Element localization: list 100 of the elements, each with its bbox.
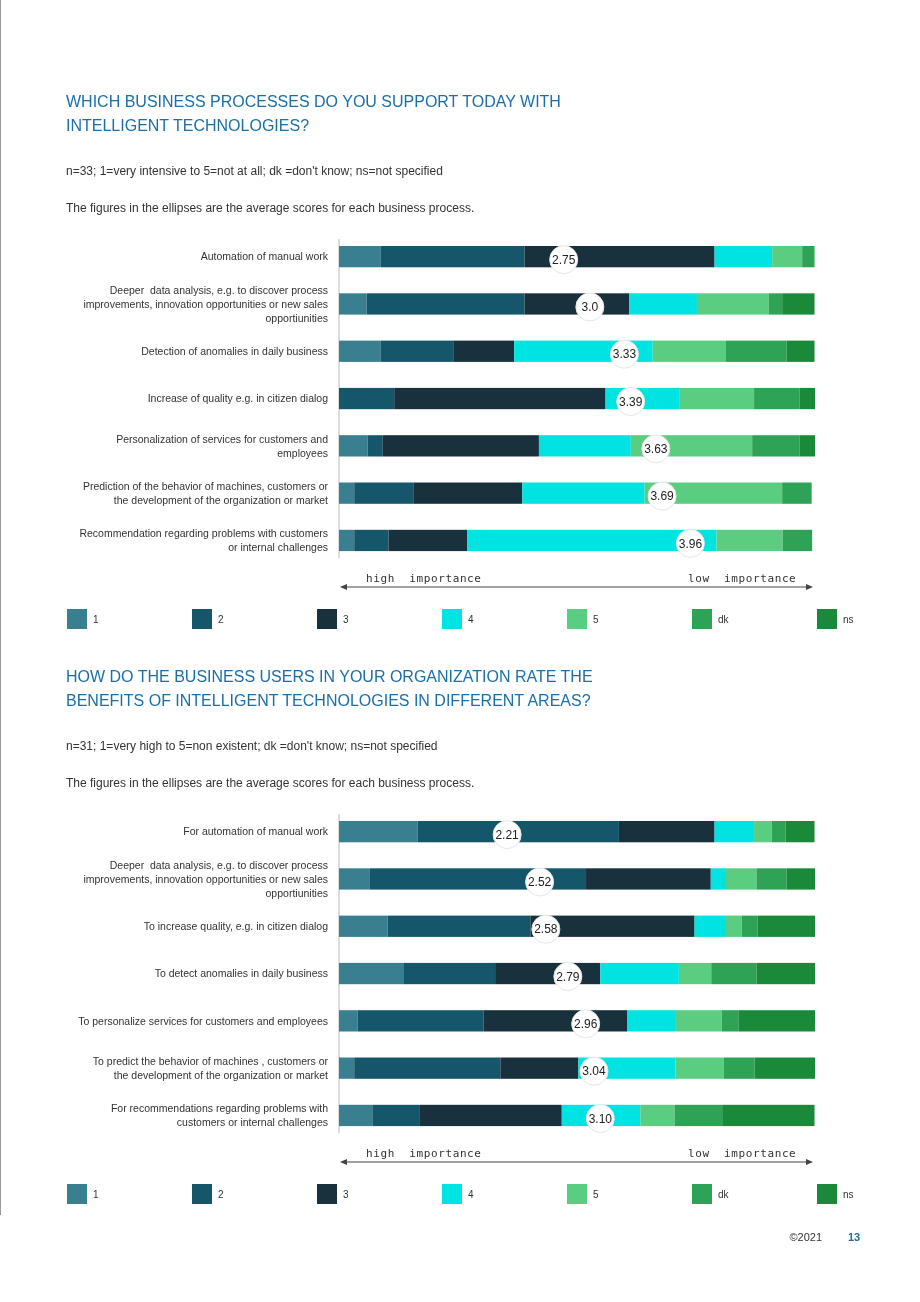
legend-label: ns — [843, 1188, 854, 1200]
bar — [678, 962, 712, 985]
bar — [339, 868, 370, 890]
bar — [725, 915, 742, 937]
legend-label: 5 — [593, 1188, 599, 1200]
bar — [586, 868, 711, 890]
text: low importance — [688, 1147, 797, 1160]
bar — [339, 1057, 355, 1079]
y-tick-label: To increase quality, e.g. in citizen dialog — [143, 919, 329, 932]
bar — [339, 1010, 358, 1032]
bar — [754, 1057, 815, 1079]
legend-label: 1 — [93, 613, 99, 625]
bar — [756, 868, 787, 890]
chart-title: WHICH BUSINESS PROCESSES DO YOU SUPPORT TODAY WITH INTELLIGENT TECHNOLOGIES? — [66, 93, 561, 134]
chart-title: HOW DO THE BUSINESS USERS IN YOUR ORGANIZATION RATE THE BENEFITS OF INTELLIGENT TECHNOLOGIES IN DIFFERENT AREAS? — [66, 668, 593, 709]
bar — [600, 962, 679, 985]
y-tick-label: For automation of manual work — [183, 825, 329, 838]
legend-label: dk — [718, 1188, 730, 1200]
bar — [640, 1104, 675, 1127]
bar — [367, 435, 383, 457]
annotation: 2.21 — [495, 827, 520, 842]
bar — [754, 387, 800, 410]
bar — [339, 340, 381, 362]
legend-label: 4 — [468, 1188, 474, 1200]
y-tick-label: For recommendations regarding problems with customers or internal challenges — [110, 1102, 329, 1129]
bar — [786, 340, 815, 362]
bar — [339, 246, 381, 268]
bar — [714, 821, 755, 843]
bar — [339, 821, 418, 843]
legend-label: 1 — [93, 1188, 99, 1200]
bar — [799, 435, 815, 457]
legend-label: 3 — [343, 613, 349, 625]
bar — [339, 293, 367, 315]
legend-label: ns — [843, 613, 854, 625]
bar — [629, 293, 697, 315]
bar — [366, 293, 525, 315]
y-tick-label: To detect anomalies in daily business — [154, 967, 328, 980]
bar — [354, 482, 414, 504]
bar — [716, 529, 783, 552]
bar — [339, 435, 368, 457]
bar — [403, 962, 496, 985]
annotation: 3.33 — [612, 347, 637, 362]
bar — [694, 915, 726, 937]
y-tick-label: Increase of quality e.g. in citizen dialog — [147, 392, 329, 405]
bar — [741, 915, 758, 937]
legend-label: 4 — [468, 613, 474, 625]
bar — [696, 293, 769, 315]
annotation: 2.79 — [556, 969, 580, 984]
y-tick-label: Recommendation regarding problems with customers or internal challenges — [79, 527, 328, 554]
bar — [725, 868, 757, 890]
bar — [752, 435, 800, 457]
bar — [675, 1010, 722, 1032]
text: low importance — [688, 572, 797, 585]
annotation: 3.69 — [650, 489, 675, 504]
bar — [652, 340, 726, 362]
bar — [394, 387, 606, 410]
bar — [413, 482, 523, 504]
bar — [711, 962, 757, 985]
y-tick-label: To predict the behavior of machines , customers or the development of the organization or market — [92, 1054, 329, 1081]
bar — [799, 387, 815, 410]
y-tick-label: Detection of anomalies in daily business — [141, 344, 328, 357]
bar — [382, 435, 539, 457]
annotation: 3.10 — [588, 1111, 613, 1126]
bar — [339, 482, 355, 504]
y-tick-label: Deeper data analysis, e.g. to discover process improvements, innovation opportunities or new sales opportiunities — [83, 283, 328, 324]
annotation: 3.39 — [619, 394, 643, 409]
annotation: 2.96 — [573, 1017, 598, 1032]
annotation: 2.52 — [527, 875, 552, 890]
text: The figures in the ellipses are the average scores for each business process. — [66, 201, 475, 215]
chart-subtitle: n=33; 1=very intensive to 5=not at all; dk =don't know; ns=not specified — [66, 164, 443, 178]
bar — [380, 340, 454, 362]
bar — [354, 1057, 501, 1079]
bar — [339, 962, 404, 985]
bar — [782, 482, 812, 504]
bar — [339, 387, 395, 410]
bar — [771, 821, 786, 843]
bar — [679, 387, 755, 410]
annotation: 2.58 — [534, 922, 558, 937]
bar — [721, 1010, 739, 1032]
bar — [357, 1010, 484, 1032]
bar — [419, 1104, 562, 1127]
bar — [785, 821, 815, 843]
bar — [722, 1104, 815, 1127]
y-tick-label: Automation of manual work — [200, 250, 329, 263]
legend-label: 2 — [218, 613, 224, 625]
bar — [372, 1104, 420, 1127]
bar — [714, 246, 773, 268]
y-tick-label: Deeper data analysis, e.g. to discover process improvements, innovation opportunities or new sales opportiunities — [83, 858, 328, 899]
bar — [756, 962, 815, 985]
bar — [453, 340, 515, 362]
bar — [786, 868, 815, 890]
bar — [723, 1057, 755, 1079]
bar — [354, 529, 389, 552]
annotation: 2.75 — [551, 252, 576, 267]
bar — [538, 435, 631, 457]
legend-label: 3 — [343, 1188, 349, 1200]
text: high importance — [366, 1147, 482, 1160]
text: high importance — [366, 572, 482, 585]
bar — [339, 915, 388, 937]
annotation: 3.96 — [678, 536, 703, 551]
